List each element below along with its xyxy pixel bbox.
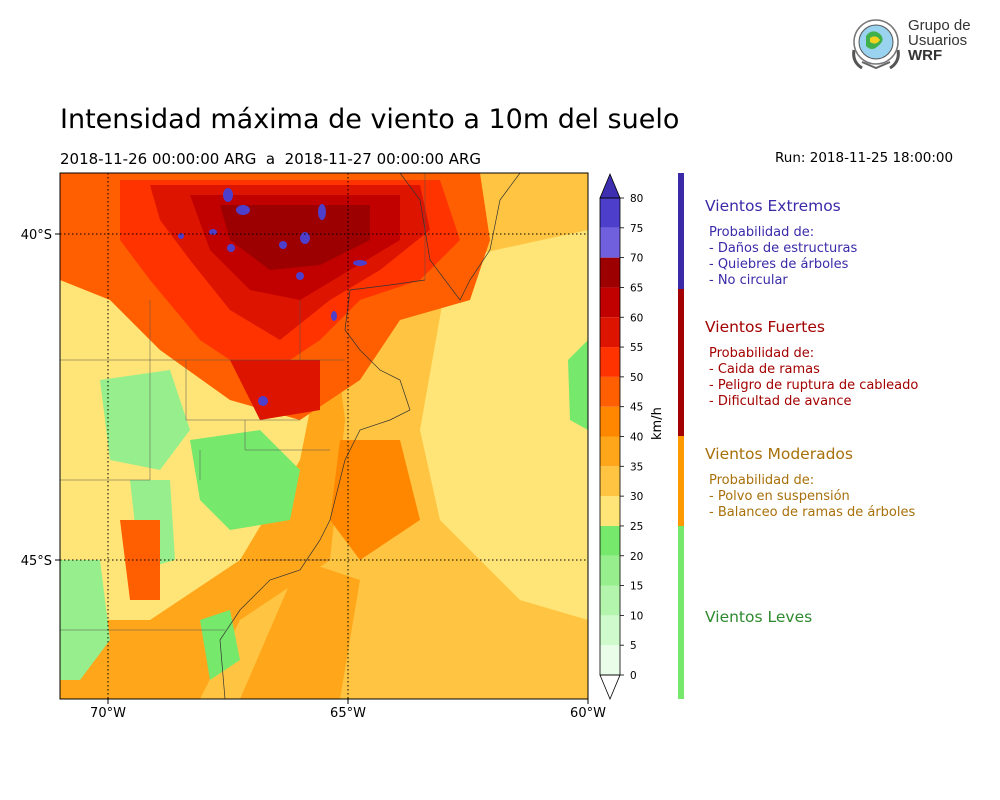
forecast-period: 2018-11-26 00:00:00 ARG a 2018-11-27 00:… <box>60 150 482 168</box>
colorbar: 0 5 10 15 20 25 30 35 40 45 50 55 60 65 70 75 80 <box>599 172 643 701</box>
colorbar-swatch <box>600 317 620 348</box>
colorbar-swatch <box>600 227 620 258</box>
colorbar-swatch <box>600 347 620 377</box>
colorbar-swatch <box>600 585 620 616</box>
colorbar-tick-label: 75 <box>630 223 643 235</box>
category-title: Vientos Leves <box>705 608 813 626</box>
colorbar-swatch <box>600 645 620 675</box>
run-time: Run: 2018-11-25 18:00:00 <box>775 150 954 166</box>
colorbar-tick-label: 25 <box>630 521 643 533</box>
colorbar-extend-max <box>599 172 621 199</box>
lat-label-45s: 45°S <box>21 554 52 569</box>
category-line: - No circular <box>709 273 788 288</box>
logo-line-2: Usuarios <box>908 32 968 49</box>
category-line: - Polvo en suspensión <box>709 489 850 504</box>
colorbar-tick-label: 5 <box>630 640 637 652</box>
category-line: Probabilidad de: <box>709 473 815 488</box>
map-frame <box>59 172 589 700</box>
colorbar-swatch <box>600 615 620 646</box>
category-line: Probabilidad de: <box>709 346 815 361</box>
category-moderate: Vientos Moderados Probabilidad de: - Pol… <box>705 445 915 521</box>
colorbar-tick-label: 50 <box>630 372 643 384</box>
logo-line-1: Grupo de <box>908 17 971 34</box>
category-bar-light <box>678 526 684 699</box>
category-title: Vientos Moderados <box>705 445 853 463</box>
colorbar-tick-label: 60 <box>630 312 643 324</box>
colorbar-tick-label: 70 <box>630 253 643 265</box>
category-bar <box>678 173 684 699</box>
colorbar-swatch <box>600 466 620 497</box>
lon-label-65w: 65°W <box>330 706 366 721</box>
colorbar-tick-label: 40 <box>630 432 643 444</box>
category-bar-moderate <box>678 436 684 526</box>
globe-icon <box>852 19 900 70</box>
lat-label-40s: 40°S <box>21 228 52 243</box>
colorbar-swatch <box>600 555 620 586</box>
colorbar-swatch <box>600 287 620 318</box>
category-title: Vientos Extremos <box>705 197 841 215</box>
lon-label-70w: 70°W <box>90 706 126 721</box>
colorbar-tick-label: 55 <box>630 342 643 354</box>
category-bar-extreme <box>678 173 684 289</box>
category-line: - Dificultad de avance <box>709 394 852 409</box>
colorbar-swatch <box>600 376 620 407</box>
colorbar-tick-label: 20 <box>630 551 643 563</box>
category-line: - Balanceo de ramas de árboles <box>709 505 916 520</box>
colorbar-tick-label: 45 <box>630 402 643 414</box>
category-light: Vientos Leves <box>705 608 812 636</box>
colorbar-swatch <box>600 406 620 437</box>
category-bar-strong <box>678 289 684 436</box>
logo-line-3: WRF <box>908 47 943 64</box>
colorbar-tick-label: 0 <box>630 670 637 682</box>
colorbar-tick-label: 10 <box>630 610 643 622</box>
category-line: - Caida de ramas <box>709 362 820 377</box>
colorbar-swatch <box>600 525 620 556</box>
wind-field <box>60 173 588 699</box>
colorbar-swatch <box>600 496 620 526</box>
colorbar-swatch <box>600 198 620 228</box>
colorbar-tick-label: 80 <box>630 193 643 205</box>
category-line: - Peligro de ruptura de cableado <box>709 378 919 393</box>
colorbar-swatch <box>600 436 620 467</box>
lon-label-60w: 60°W <box>570 706 606 721</box>
colorbar-tick-label: 15 <box>630 581 643 593</box>
colorbar-swatch <box>600 257 620 288</box>
page-title: Intensidad máxima de viento a 10m del su… <box>60 104 680 135</box>
colorbar-tick-label: 65 <box>630 282 643 294</box>
category-line: - Daños de estructuras <box>709 241 858 256</box>
wrf-logo: Grupo de Usuarios WRF <box>848 16 978 72</box>
category-line: - Quiebres de árboles <box>709 257 849 272</box>
colorbar-extend-min <box>599 674 621 701</box>
colorbar-unit: km/h <box>650 407 665 440</box>
category-title: Vientos Fuertes <box>705 318 825 336</box>
colorbar-tick-label: 30 <box>630 491 643 503</box>
category-extreme: Vientos Extremos Probabilidad de: - Daño… <box>705 197 857 289</box>
category-strong: Vientos Fuertes Probabilidad de: - Caida… <box>705 318 918 410</box>
category-line: Probabilidad de: <box>709 225 815 240</box>
colorbar-tick-label: 35 <box>630 461 643 473</box>
